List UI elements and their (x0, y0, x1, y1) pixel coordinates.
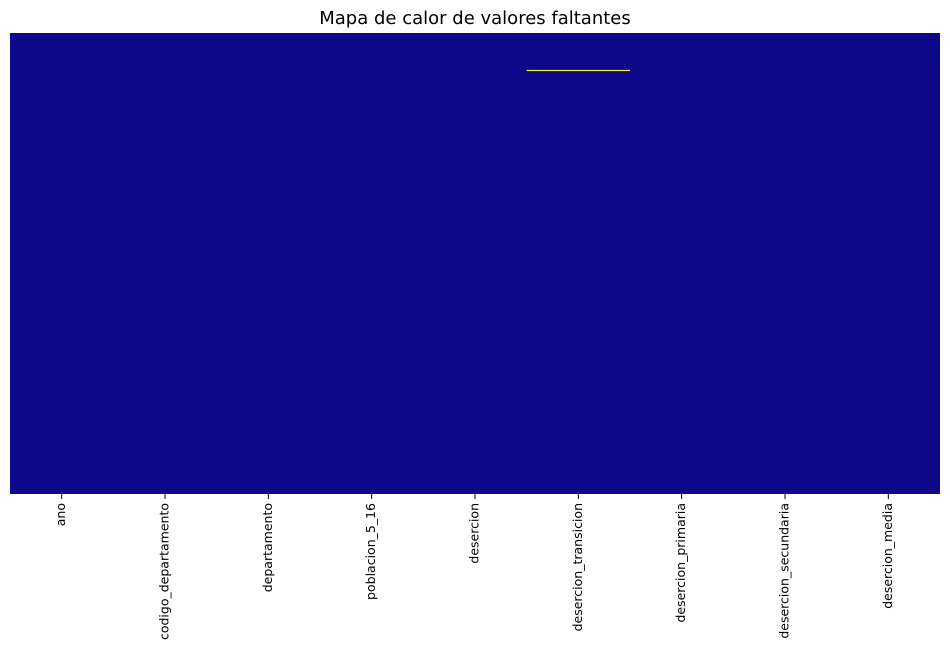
heatmap-background (10, 33, 940, 494)
x-tick-label-ano: ano (53, 503, 68, 526)
x-tick-label-desercion_primaria: desercion_primaria (673, 503, 688, 623)
x-tick-label-desercion_media: desercion_media (880, 503, 895, 609)
x-tick-label-poblacion_5_16: poblacion_5_16 (363, 503, 378, 600)
x-tick-label-codigo_departamento: codigo_departamento (157, 503, 172, 640)
x-tick-label-departamento: departamento (260, 503, 275, 592)
chart-title: Mapa de calor de valores faltantes (319, 8, 631, 29)
x-tick-label-desercion_secundaria: desercion_secundaria (777, 503, 792, 639)
x-tick-label-desercion_transicion: desercion_transicion (570, 503, 585, 631)
missing-cell-desercion_transicion (526, 69, 630, 72)
x-tick-label-desercion: desercion (467, 503, 482, 564)
x-axis: ano codigo_departamento departamento poblac… (53, 494, 895, 640)
missing-cells (526, 69, 630, 72)
